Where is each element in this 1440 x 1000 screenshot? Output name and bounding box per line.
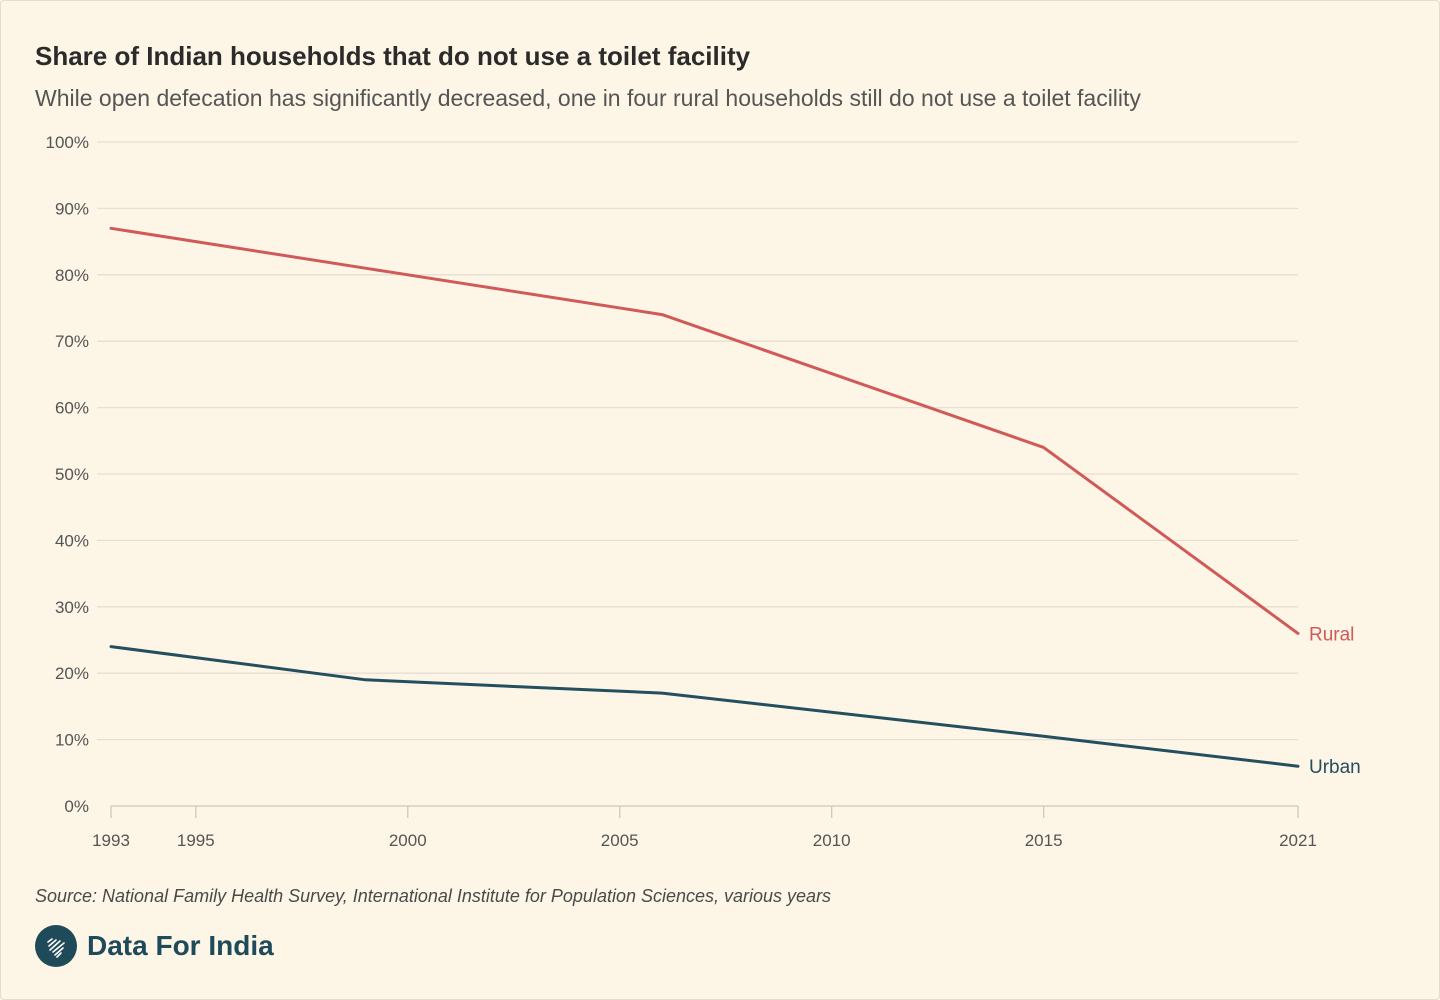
chart-subtitle: While open defecation has significantly …	[35, 85, 1141, 111]
x-tick-label: 1995	[177, 831, 215, 850]
x-tick-label: 1993	[92, 831, 130, 850]
x-tick-label: 2000	[389, 831, 427, 850]
y-tick-label: 40%	[55, 531, 89, 550]
y-tick-label: 70%	[55, 332, 89, 351]
series-lines: Rural Urban	[109, 226, 1361, 778]
y-tick-label: 10%	[55, 731, 89, 750]
y-tick-label: 90%	[55, 199, 89, 218]
y-tick-label: 80%	[55, 266, 89, 285]
x-tick-label: 2005	[601, 831, 639, 850]
y-tick-label: 100%	[46, 133, 89, 152]
series-label-urban: Urban	[1309, 757, 1361, 778]
series-line-rural	[109, 226, 1300, 635]
x-tick-label: 2010	[813, 831, 851, 850]
y-tick-label: 50%	[55, 465, 89, 484]
y-axis: 0% 10% 20% 30% 40% 50% 60% 70% 80% 90% 100%	[46, 133, 89, 816]
brand-name: Data For India	[87, 930, 274, 961]
brand[interactable]: Data For India	[35, 925, 274, 967]
india-map-icon	[35, 925, 77, 967]
source-note: Source: National Family Health Survey, I…	[35, 886, 832, 906]
x-axis: 1993 1995 2000 2005 2010 2015 2021	[92, 805, 1317, 850]
series-label-rural: Rural	[1309, 624, 1354, 645]
y-tick-label: 0%	[64, 797, 89, 816]
gridlines	[97, 141, 1298, 741]
chart-title: Share of Indian households that do not u…	[35, 41, 751, 71]
y-tick-label: 30%	[55, 598, 89, 617]
y-tick-label: 60%	[55, 399, 89, 418]
series-line-urban	[109, 645, 1300, 768]
x-tick-label: 2021	[1279, 831, 1317, 850]
line-chart: 1993 1995 2000 2005 2010 2015 2021 0% 10% 20% 30%…	[46, 133, 1361, 850]
x-tick-label: 2015	[1025, 831, 1063, 850]
y-tick-label: 20%	[55, 664, 89, 683]
